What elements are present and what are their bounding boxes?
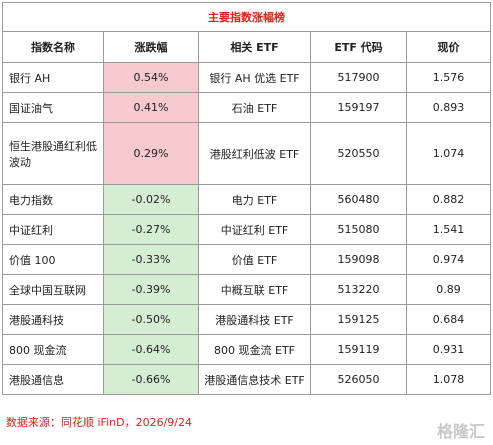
- price-cell: 0.974: [405, 244, 492, 275]
- index-name: 中证红利: [2, 214, 104, 245]
- price-cell: 0.931: [405, 334, 492, 365]
- data-row: 恒生港股通红利低波动 0.29% 港股红利低波 ETF 520550 1.074: [2, 122, 492, 185]
- etf-name: 中概互联 ETF: [198, 274, 311, 305]
- change-cell: 0.41%: [103, 92, 199, 123]
- header-cell: 相关 ETF: [198, 31, 311, 63]
- header-row: 指数名称 涨跌幅 相关 ETF ETF 代码 现价: [2, 31, 492, 63]
- etf-name: 石油 ETF: [198, 92, 311, 123]
- etf-code: 159125: [310, 304, 407, 335]
- etf-code: 159119: [310, 334, 407, 365]
- change-cell: -0.27%: [103, 214, 199, 245]
- price-cell: 0.882: [405, 184, 492, 215]
- index-name: 恒生港股通红利低波动: [2, 122, 104, 185]
- price-cell: 1.576: [405, 62, 492, 93]
- etf-name: 港股红利低波 ETF: [198, 122, 311, 185]
- header-cell: ETF 代码: [310, 31, 407, 63]
- data-row: 全球中国互联网 -0.39% 中概互联 ETF 513220 0.89: [2, 274, 492, 305]
- change-cell: 0.29%: [103, 122, 199, 185]
- index-name: 国证油气: [2, 92, 104, 123]
- source-note: 数据来源：同花顺 iFinD，2026/9/24: [6, 416, 192, 429]
- change-cell: -0.02%: [103, 184, 199, 215]
- index-name: 800 现金流: [2, 334, 104, 365]
- etf-code: 526050: [310, 364, 407, 395]
- data-row: 国证油气 0.41% 石油 ETF 159197 0.893: [2, 92, 492, 123]
- watermark: 格隆汇: [436, 422, 485, 441]
- index-table: 主要指数涨幅榜 指数名称 涨跌幅 相关 ETF ETF 代码 现价 银行 AH 0.54%…: [1, 2, 492, 395]
- data-row: 中证红利 -0.27% 中证红利 ETF 515080 1.541: [2, 214, 492, 245]
- etf-name: 港股通信息技术 ETF: [198, 364, 311, 395]
- etf-name: 银行 AH 优选 ETF: [198, 62, 311, 93]
- change-cell: -0.50%: [103, 304, 199, 335]
- header-cell: 现价: [405, 31, 492, 63]
- data-row: 价值 100 -0.33% 价值 ETF 159098 0.974: [2, 244, 492, 275]
- change-cell: -0.64%: [103, 334, 199, 365]
- etf-code: 513220: [310, 274, 407, 305]
- change-cell: -0.39%: [103, 274, 199, 305]
- data-row: 电力指数 -0.02% 电力 ETF 560480 0.882: [2, 184, 492, 215]
- index-name: 银行 AH: [2, 62, 104, 93]
- price-cell: 1.541: [405, 214, 492, 245]
- etf-code: 159098: [310, 244, 407, 275]
- table-container: 主要指数涨幅榜 指数名称 涨跌幅 相关 ETF ETF 代码 现价 银行 AH 0.54%…: [1, 2, 492, 395]
- index-name: 电力指数: [2, 184, 104, 215]
- index-name: 港股通科技: [2, 304, 104, 335]
- etf-code: 159197: [310, 92, 407, 123]
- change-cell: -0.33%: [103, 244, 199, 275]
- header-cell: 涨跌幅: [103, 31, 199, 63]
- etf-code: 515080: [310, 214, 407, 245]
- table-title: 主要指数涨幅榜: [1, 2, 492, 32]
- change-cell: 0.54%: [103, 62, 199, 93]
- index-name: 价值 100: [2, 244, 104, 275]
- etf-name: 电力 ETF: [198, 184, 311, 215]
- index-name: 港股通信息: [2, 364, 104, 395]
- etf-name: 价值 ETF: [198, 244, 311, 275]
- etf-code: 520550: [310, 122, 407, 185]
- change-cell: -0.66%: [103, 364, 199, 395]
- etf-code: 560480: [310, 184, 407, 215]
- data-row: 银行 AH 0.54% 银行 AH 优选 ETF 517900 1.576: [2, 62, 492, 93]
- etf-name: 中证红利 ETF: [198, 214, 311, 245]
- data-row: 港股通信息 -0.66% 港股通信息技术 ETF 526050 1.078: [2, 364, 492, 395]
- header-cell: 指数名称: [2, 31, 104, 63]
- price-cell: 0.893: [405, 92, 492, 123]
- table-body: 主要指数涨幅榜 指数名称 涨跌幅 相关 ETF ETF 代码 现价 银行 AH 0.54%…: [1, 2, 492, 395]
- etf-code: 517900: [310, 62, 407, 93]
- price-cell: 1.078: [405, 364, 492, 395]
- title-row: 主要指数涨幅榜: [1, 2, 492, 32]
- price-cell: 0.89: [405, 274, 492, 305]
- price-cell: 1.074: [405, 122, 492, 185]
- index-name: 全球中国互联网: [2, 274, 104, 305]
- data-row: 港股通科技 -0.50% 港股通科技 ETF 159125 0.684: [2, 304, 492, 335]
- data-row: 800 现金流 -0.64% 800 现金流 ETF 159119 0.931: [2, 334, 492, 365]
- etf-name: 港股通科技 ETF: [198, 304, 311, 335]
- price-cell: 0.684: [405, 304, 492, 335]
- etf-name: 800 现金流 ETF: [198, 334, 311, 365]
